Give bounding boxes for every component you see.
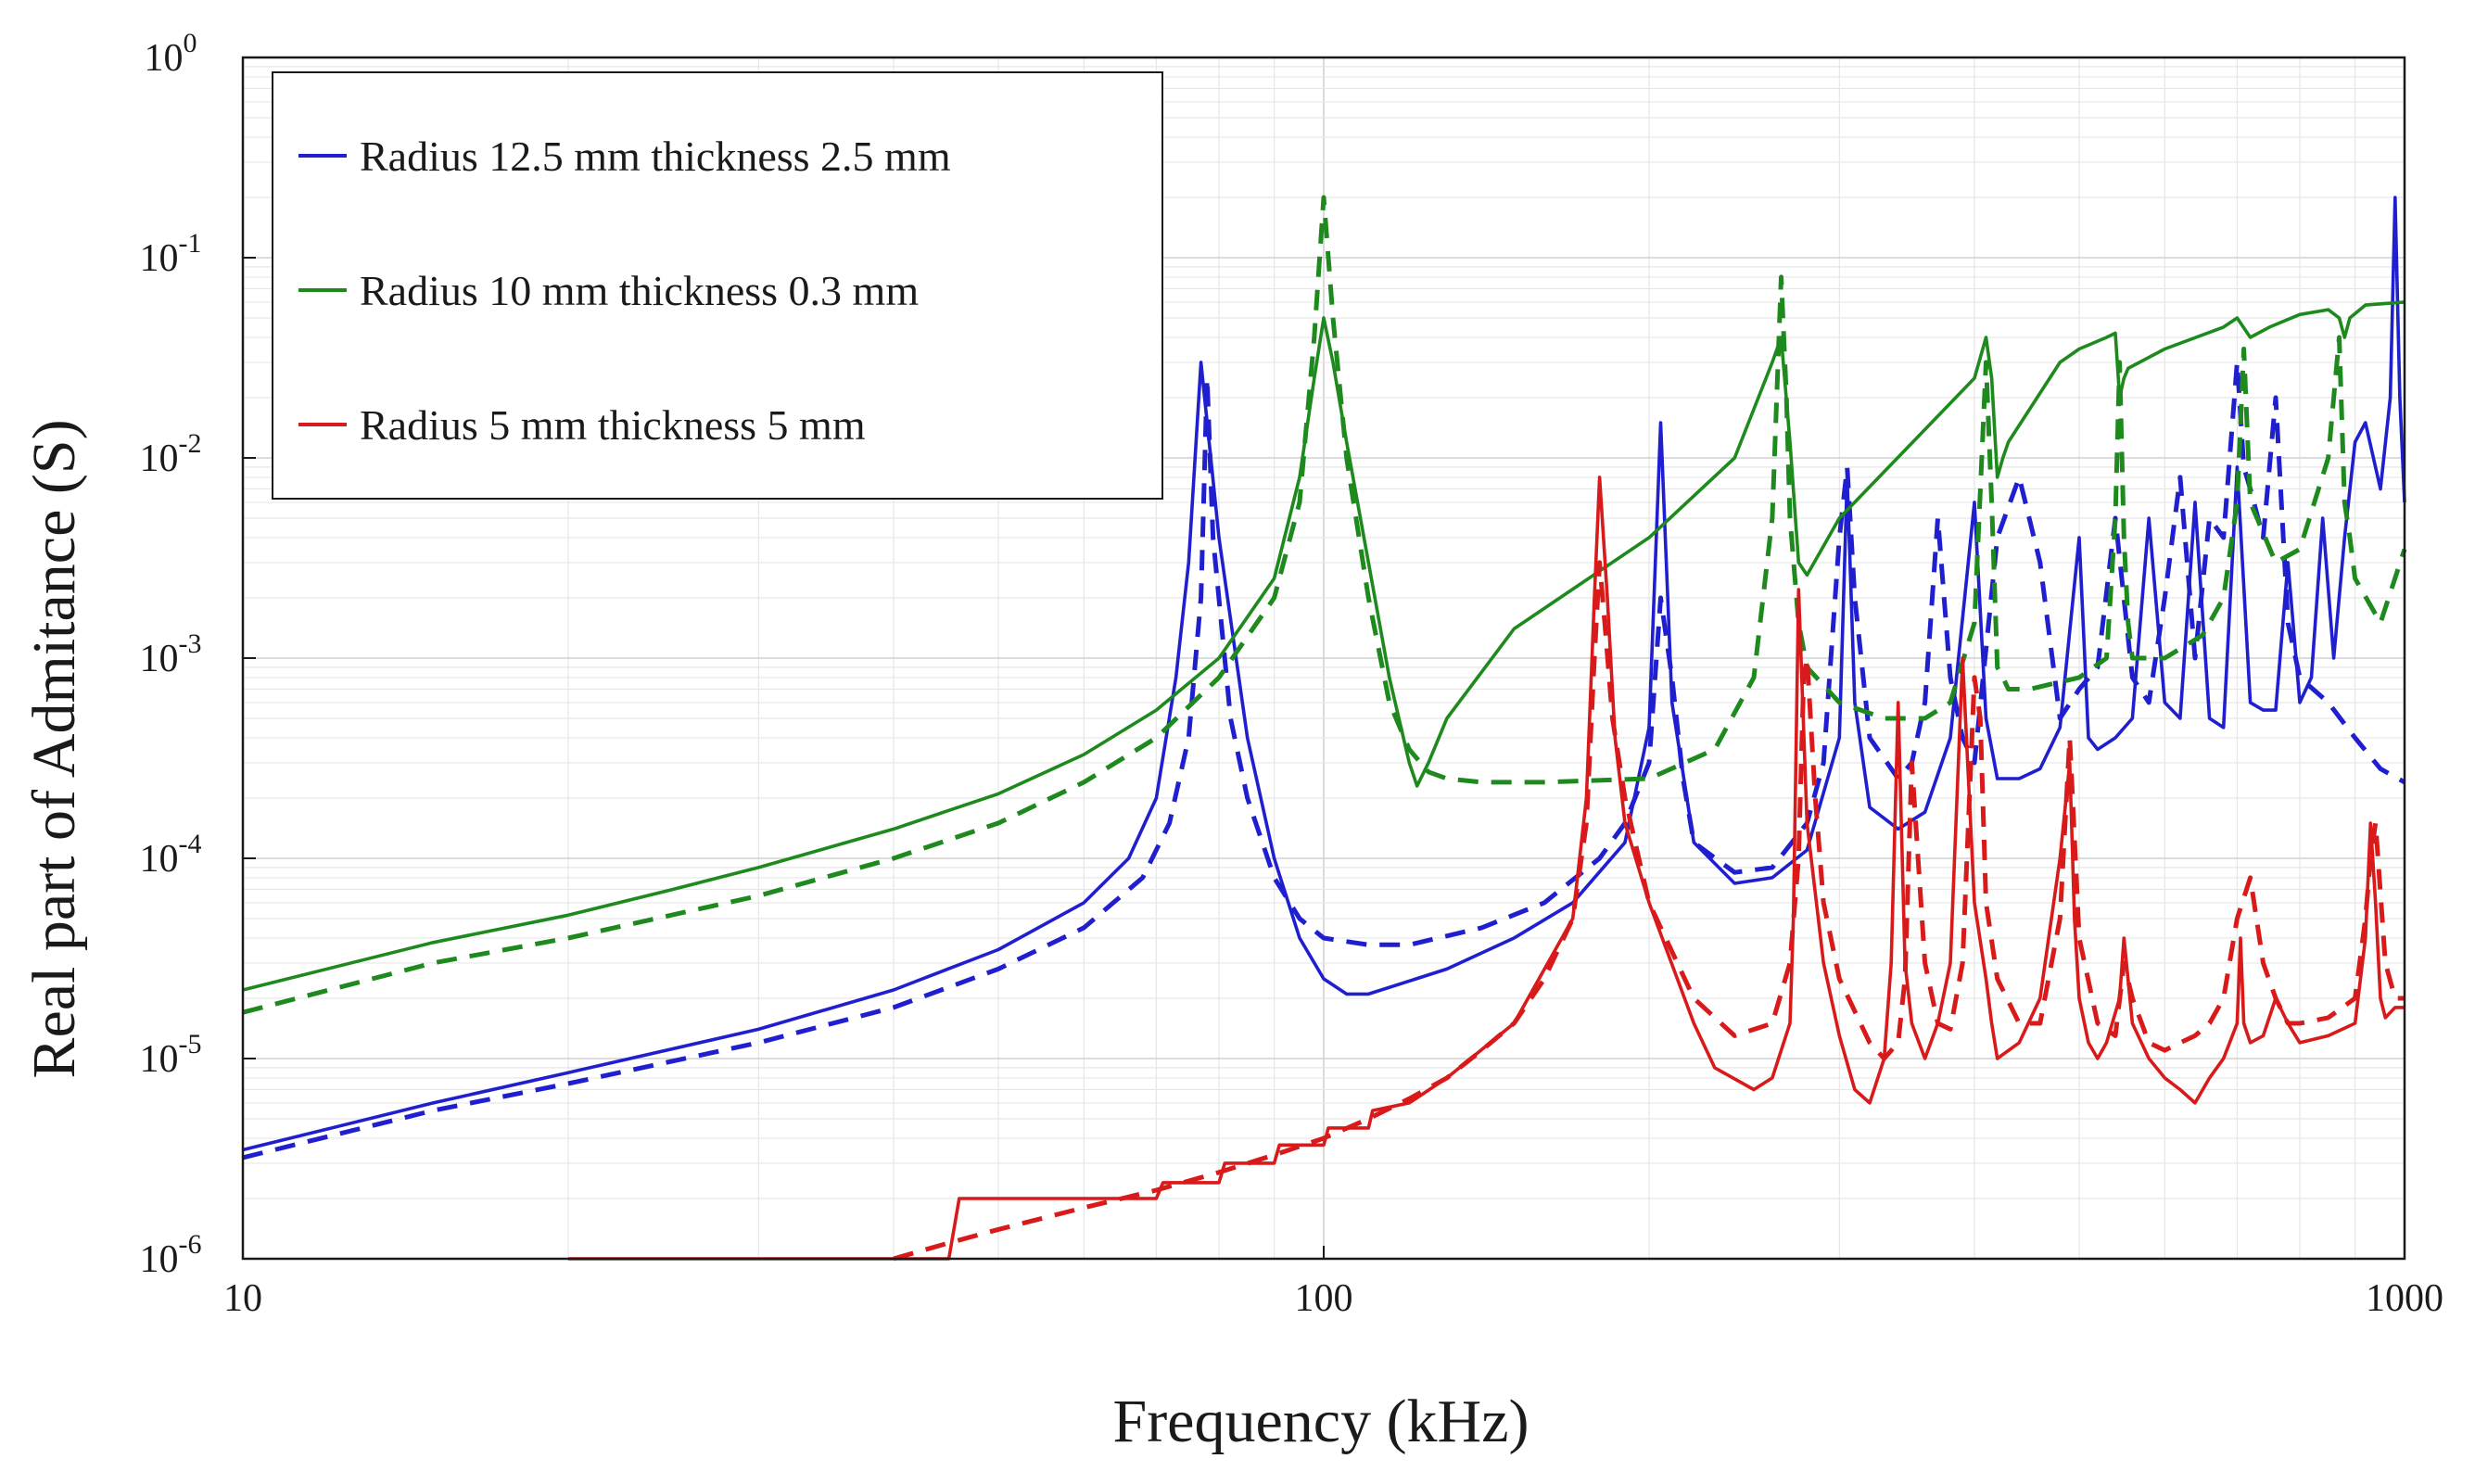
series-line-2 [242, 300, 2405, 992]
series-line-0 [242, 196, 2406, 1152]
y-tick-label: 10-6 [140, 1229, 202, 1281]
y-tick-label: 10-4 [140, 829, 202, 881]
y-tick-label: 10-2 [140, 428, 202, 480]
legend-label-radius-12-5: Radius 12.5 mm thickness 2.5 mm [360, 133, 951, 180]
y-tick-label: 10-3 [140, 628, 202, 680]
axis-ticks: 10 100 1000 10-6 10-5 10-4 10-3 10-2 10-1 100 [140, 28, 2444, 1320]
x-axis-title: Frequency (kHz) [1113, 1388, 1529, 1455]
y-tick-label: 100 [145, 28, 197, 80]
series-line-4 [568, 476, 2405, 1261]
series-line-3 [242, 195, 2407, 1015]
series-line-1 [242, 360, 2406, 1161]
y-tick-label: 10-1 [140, 228, 202, 280]
x-tick-label: 10 [223, 1277, 262, 1320]
y-axis-title: Real part of Admitance (S) [20, 419, 88, 1078]
series-group [242, 195, 2407, 1262]
x-tick-label: 1000 [2366, 1277, 2443, 1320]
y-tick-label: 10-5 [140, 1029, 202, 1081]
legend: Radius 12.5 mm thickness 2.5 mm Radius 1… [272, 71, 1163, 500]
legend-label-radius-10: Radius 10 mm thickness 0.3 mm [360, 267, 919, 314]
legend-box [272, 71, 1163, 500]
x-tick-label: 100 [1295, 1277, 1353, 1320]
series-line-5 [893, 560, 2405, 1262]
legend-label-radius-5: Radius 5 mm thickness 5 mm [360, 401, 866, 449]
